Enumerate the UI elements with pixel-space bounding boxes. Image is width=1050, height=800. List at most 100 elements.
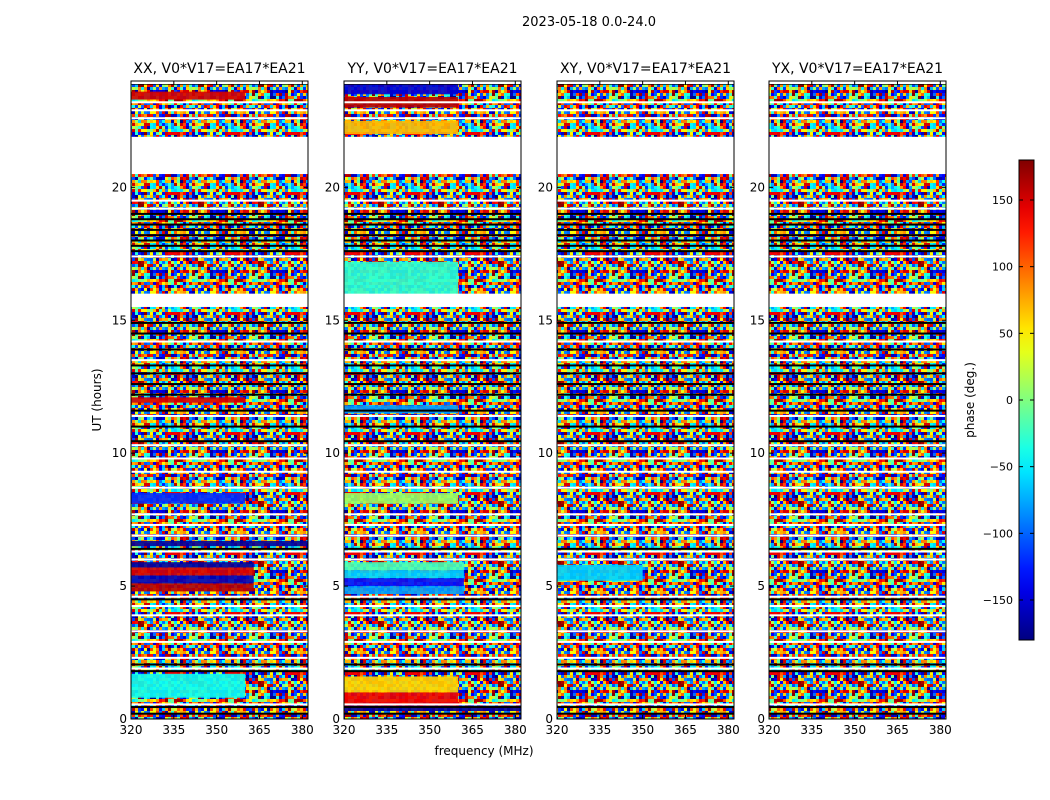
flagged-line [344,667,521,670]
y-tick-label: 15 [538,313,553,327]
y-tick-label: 0 [332,712,340,726]
top-flag [344,81,521,84]
x-tick-label: 380 [929,723,952,737]
black-scan-line [344,598,521,601]
phase-feature [131,575,254,584]
colorbar: −150 −100 −50 0 50 100 150 phase (deg.) [963,159,1035,641]
y-tick-label: 10 [538,446,553,460]
x-tick-label: 335 [375,723,398,737]
black-scan-line [769,663,946,666]
flagged-line [557,457,734,460]
flagged-line [131,207,308,210]
black-scan-line [344,223,521,226]
flagged-line [769,550,946,553]
black-scan-line [131,348,308,351]
black-scan-line [131,425,308,428]
flagged-line [131,255,308,258]
black-scan-line [769,383,946,386]
flagged-line [557,703,734,706]
black-scan-line [557,598,734,601]
black-scan-line [344,321,521,324]
phase-feature [131,397,246,403]
black-scan-line [344,239,521,242]
y-tick-label: 5 [545,579,553,593]
x-tick-label: 365 [248,723,271,737]
flagged-line [131,457,308,460]
phase-feature [557,564,643,581]
black-scan-line [344,228,521,231]
y-tick-label: 20 [750,180,765,194]
phase-feature [131,673,246,698]
y-tick-label: 10 [325,446,340,460]
black-scan-line [557,425,734,428]
data-gap [557,136,734,175]
black-scan-line [131,440,308,443]
phase-noise-area [769,81,946,719]
phase-feature [344,676,459,693]
data-gap [769,136,946,175]
x-tick-label: 365 [886,723,909,737]
flagged-line [131,101,308,104]
flagged-line [131,486,308,489]
black-scan-line [769,223,946,226]
panels: XX, V0*V17=EA17*EA21 320 335 350 365 380 0 5 10 1… [112,61,952,737]
black-scan-line [769,706,946,709]
flagged-line [131,109,308,112]
flagged-line [769,207,946,210]
flagged-line [769,486,946,489]
black-scan-line [557,547,734,550]
black-scan-line [769,425,946,428]
black-scan-line [344,332,521,335]
colorbar-tick-label: −50 [990,461,1013,474]
black-scan-line [344,364,521,367]
flagged-line [769,558,946,561]
flagged-line [344,703,521,706]
flagged-line [557,614,734,617]
panel-title: YX, V0*V17=EA17*EA21 [771,61,943,77]
data-gap [344,136,521,175]
phase-feature [344,405,459,414]
panel-3: XY, V0*V17=EA17*EA21 320 335 350 365 380 0 5 10 1… [538,61,740,737]
black-scan-line [344,712,521,715]
black-scan-line [769,250,946,253]
black-scan-line [557,663,734,666]
flagged-line [557,630,734,633]
flagged-line [344,457,521,460]
flagged-line [344,486,521,489]
flagged-line [344,513,521,516]
black-scan-line [557,239,734,242]
black-scan-line [769,244,946,247]
colorbar-tick-label: −150 [983,594,1013,607]
flagged-line [131,614,308,617]
colorbar-tick-label: 150 [992,194,1013,207]
phase-feature [131,540,308,547]
flagged-line [131,640,308,643]
black-scan-line [557,212,734,215]
flagged-line [131,550,308,553]
phase-feature [131,91,246,100]
black-scan-line [344,218,521,221]
flagged-line [131,595,308,598]
black-scan-line [131,670,308,673]
black-scan-line [131,223,308,226]
phase-feature [344,586,464,595]
flagged-line [557,523,734,526]
flagged-line [769,457,946,460]
flagged-line [131,630,308,633]
black-scan-line [769,218,946,221]
black-scan-line [769,212,946,215]
flagged-line [344,523,521,526]
black-scan-line [131,712,308,715]
flagged-line [557,534,734,537]
colorbar-label: phase (deg.) [963,362,977,438]
panel-1: XX, V0*V17=EA17*EA21 320 335 350 365 380 0 5 10 1… [112,61,314,737]
black-scan-line [344,393,521,396]
black-scan-line [769,670,946,673]
flagged-line [131,534,308,537]
black-scan-line [344,372,521,375]
panel-frame [768,80,947,720]
black-scan-line [557,223,734,226]
black-scan-line [557,250,734,253]
x-tick-label: 380 [291,723,314,737]
black-scan-line [131,409,308,412]
